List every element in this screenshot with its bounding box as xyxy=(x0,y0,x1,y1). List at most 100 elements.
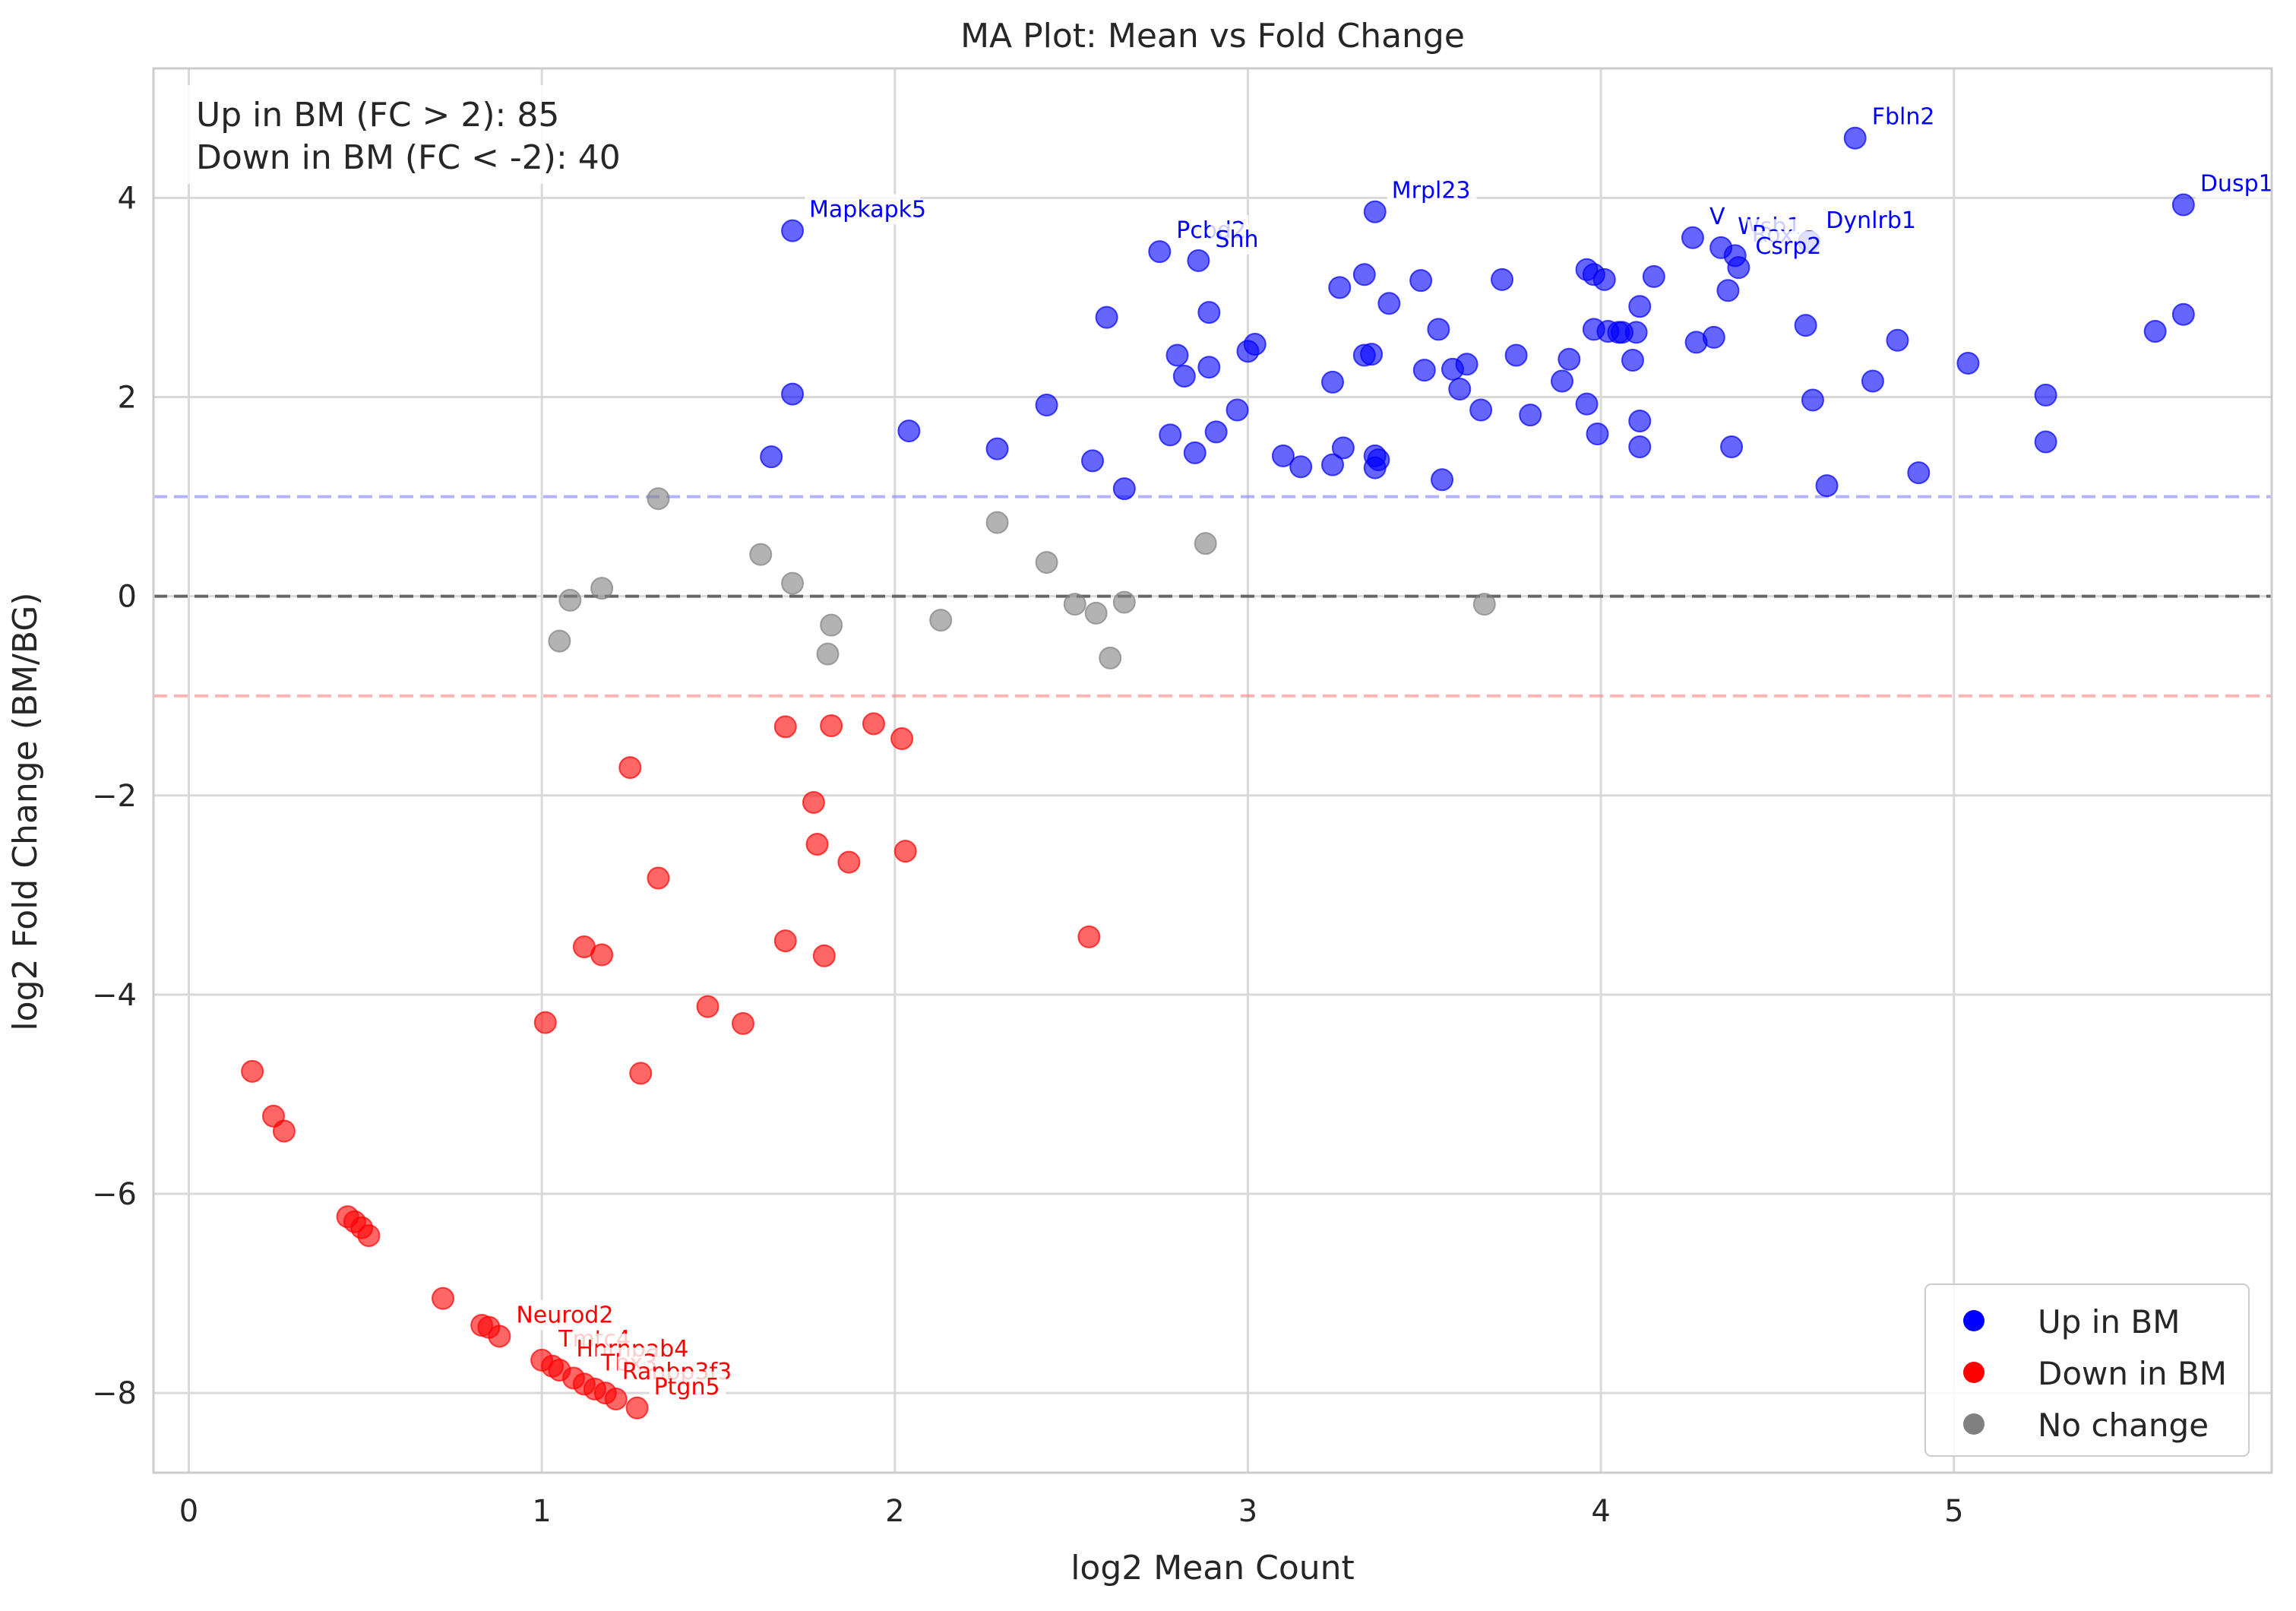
data-point xyxy=(749,543,773,566)
data-point xyxy=(1112,477,1136,501)
data-point xyxy=(1360,343,1384,366)
data-point xyxy=(1099,646,1122,669)
data-point xyxy=(1586,423,1609,446)
legend-label-nochange: No change xyxy=(2038,1407,2209,1444)
point-annotation: Csrp2 xyxy=(1755,233,1821,260)
data-point xyxy=(1328,276,1352,299)
data-point xyxy=(1716,279,1740,302)
data-point xyxy=(618,756,642,780)
data-point xyxy=(781,382,805,406)
data-point xyxy=(1815,474,1839,498)
y-tick-label: −6 xyxy=(92,1177,137,1212)
data-point xyxy=(731,1011,754,1035)
data-point xyxy=(805,832,829,856)
data-point xyxy=(1159,423,1182,447)
data-point xyxy=(760,445,783,469)
annotation-background xyxy=(1750,231,1828,262)
data-points xyxy=(241,126,2195,1420)
data-point xyxy=(1628,295,1652,318)
data-point xyxy=(812,944,836,967)
data-point xyxy=(1702,325,1725,349)
data-point xyxy=(1727,256,1750,280)
data-point xyxy=(1172,364,1196,388)
data-point xyxy=(1843,126,1867,150)
data-point xyxy=(816,642,840,666)
data-point xyxy=(1472,593,1496,616)
data-point xyxy=(2034,383,2057,407)
data-point xyxy=(696,995,719,1018)
legend-frame xyxy=(1924,1283,2250,1457)
annotation-background xyxy=(649,1371,726,1402)
data-point xyxy=(985,511,1009,534)
data-point xyxy=(1519,404,1542,427)
data-point xyxy=(590,577,614,600)
data-point xyxy=(837,850,861,874)
data-point xyxy=(1448,378,1472,401)
data-point xyxy=(1642,264,1665,288)
data-point xyxy=(1861,369,1884,393)
data-point xyxy=(1469,398,1493,422)
data-point xyxy=(2171,193,2195,217)
chart-title: MA Plot: Mean vs Fold Change xyxy=(960,17,1465,55)
data-point xyxy=(1455,353,1478,376)
data-point xyxy=(533,1011,557,1034)
data-point xyxy=(1431,468,1454,492)
data-point xyxy=(1063,593,1086,616)
data-point xyxy=(1197,301,1221,324)
data-point xyxy=(1377,292,1401,315)
legend-marker-down xyxy=(1963,1362,1984,1383)
data-point xyxy=(1187,248,1210,272)
data-point xyxy=(781,219,805,242)
data-point xyxy=(1077,925,1101,948)
x-tick-label: 0 xyxy=(179,1494,198,1529)
data-point xyxy=(1148,240,1172,264)
data-point xyxy=(1183,441,1207,464)
data-point xyxy=(1225,398,1249,422)
data-point xyxy=(604,1388,628,1411)
data-point xyxy=(1035,551,1058,574)
y-tick-label: −8 xyxy=(92,1376,137,1411)
data-point xyxy=(1886,328,1909,352)
x-tick-label: 5 xyxy=(1944,1494,1963,1529)
data-point xyxy=(1624,321,1648,344)
legend: Up in BM Down in BM No change xyxy=(1924,1283,2250,1457)
data-point xyxy=(1320,370,1344,394)
data-point xyxy=(820,714,843,738)
point-annotation: Ptgn5 xyxy=(654,1374,720,1401)
legend-marker-up xyxy=(1963,1310,1984,1331)
data-point xyxy=(1367,448,1390,472)
data-point xyxy=(647,866,670,890)
y-tick-label: 2 xyxy=(118,381,137,416)
data-point xyxy=(548,629,571,653)
data-point xyxy=(1271,444,1295,467)
data-point xyxy=(241,1059,264,1083)
data-point xyxy=(1352,263,1376,286)
stats-up-count: Up in BM (FC > 2): 85 xyxy=(196,96,559,135)
data-point xyxy=(1628,409,1652,432)
y-axis-label: log2 Fold Change (BM/BG) xyxy=(6,592,45,1030)
data-point xyxy=(1575,392,1599,416)
data-point xyxy=(1907,461,1931,485)
point-annotation: Dusp1 xyxy=(2200,171,2273,198)
stats-box-background xyxy=(173,85,713,184)
data-point xyxy=(1409,269,1433,293)
data-point xyxy=(893,840,917,863)
data-point xyxy=(488,1325,511,1348)
data-point xyxy=(773,929,797,953)
data-point xyxy=(1095,305,1118,329)
data-point xyxy=(1491,267,1514,291)
data-point xyxy=(2034,430,2057,454)
data-point xyxy=(1558,347,1581,371)
x-tick-label: 3 xyxy=(1238,1494,1257,1529)
data-point xyxy=(432,1287,455,1310)
data-point xyxy=(1243,333,1267,356)
annotation-background xyxy=(1704,201,1730,232)
axis-ticks: 0 1 2 3 4 5 −8 −6 −4 −2 0 2 4 xyxy=(92,181,1963,1529)
data-point xyxy=(1331,436,1355,460)
data-point xyxy=(1794,314,1817,337)
point-annotation: Fbln2 xyxy=(1872,104,1935,131)
data-point xyxy=(820,613,843,637)
data-point xyxy=(862,712,885,736)
